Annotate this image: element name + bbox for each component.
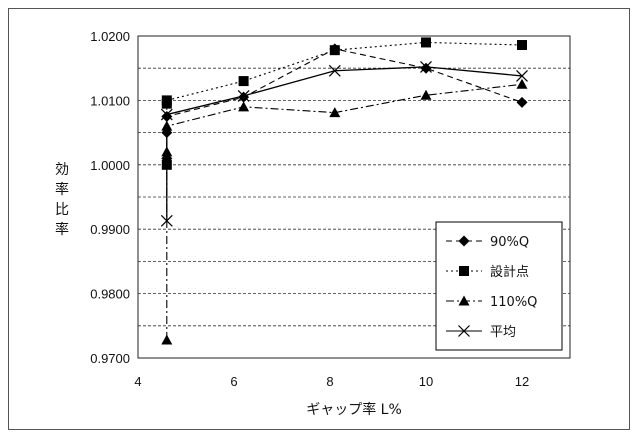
data-point-3: [420, 60, 432, 73]
series-line-0: [166, 48, 523, 159]
y-tick-label: 1.0000: [90, 158, 130, 173]
chart-frame: [8, 8, 630, 430]
data-point-0: [161, 111, 173, 122]
data-point-2: [161, 146, 173, 157]
data-point-1: [329, 45, 340, 56]
y-tick-label: 0.9900: [90, 222, 130, 237]
x-tick-label: 12: [515, 374, 529, 389]
y-tick-label: 1.0200: [90, 29, 130, 44]
data-point-1: [161, 95, 172, 106]
legend-label: 平均: [490, 325, 516, 340]
x-tick-label: 6: [230, 374, 237, 389]
data-point-2: [238, 101, 250, 112]
y-tick-label: 0.9700: [90, 351, 130, 366]
data-point-1: [161, 159, 172, 170]
legend: 90%Q 設計点 110%Q 平均: [435, 221, 563, 351]
data-point-1: [421, 37, 431, 48]
data-point-3: [160, 108, 173, 121]
y-tick-label: 1.0100: [90, 93, 130, 108]
legend-label: 110%Q: [490, 295, 537, 310]
data-point-2: [161, 120, 173, 131]
data-point-1: [238, 76, 249, 87]
legend-marker: [458, 235, 470, 247]
legend-marker: [458, 295, 470, 306]
data-point-3: [516, 70, 528, 82]
y-axis-label: 効率比率: [55, 162, 69, 238]
series-line-1: [166, 41, 523, 165]
data-point-3: [237, 89, 250, 102]
plot-area: [137, 35, 571, 359]
x-tick-label: 10: [419, 374, 433, 389]
x-tick-label: 4: [134, 374, 141, 389]
legend-label: 設計点: [490, 264, 529, 280]
data-point-1: [517, 40, 527, 51]
data-point-2: [516, 78, 528, 89]
x-axis-label: ギャップ率 L%: [306, 401, 402, 418]
x-tick-label: 8: [326, 374, 333, 389]
legend-marker: [458, 325, 470, 337]
data-point-0: [420, 62, 432, 74]
y-tick-label: 0.9800: [90, 287, 130, 302]
legend-box: [435, 221, 563, 351]
data-point-2: [420, 89, 432, 100]
data-point-3: [160, 214, 173, 227]
x-tick-labels: 4 6 8 10 12: [134, 374, 529, 389]
y-tick-labels: 0.9700 0.9800 0.9900 1.0000 1.0100 1.0200: [90, 29, 130, 366]
data-point-0: [238, 91, 250, 103]
series-line-3: [166, 66, 523, 221]
legend-label: 90%Q: [490, 235, 529, 250]
data-point-0: [516, 96, 528, 108]
data-point-3: [328, 64, 341, 77]
legend-marker: [459, 266, 469, 276]
data-point-2: [161, 334, 173, 345]
data-point-2: [329, 107, 341, 118]
series-markers: [160, 37, 528, 345]
